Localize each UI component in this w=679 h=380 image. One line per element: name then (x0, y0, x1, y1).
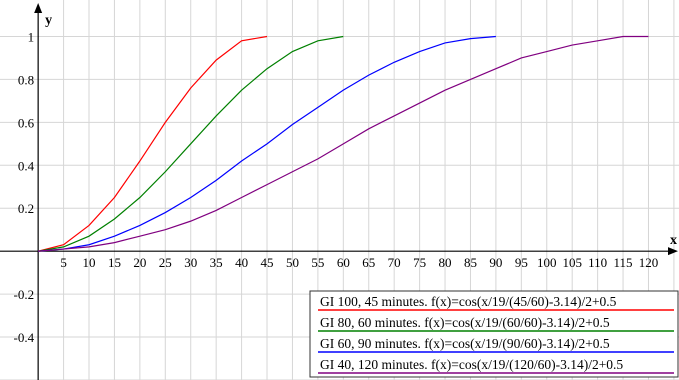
series-line-4 (38, 35, 649, 252)
x-tick-label: 100 (537, 255, 557, 270)
y-tick-label: 0.6 (18, 115, 35, 130)
x-tick-label: 95 (515, 255, 528, 270)
x-tick-label: 90 (489, 255, 502, 270)
x-tick-labels: 5 10 15 20 25 30 35 40 45 50 55 60 65 70 75 80 85 90 95 100… (60, 255, 658, 270)
legend-box (309, 290, 679, 378)
series-line-2 (38, 35, 344, 252)
x-tick-label: 110 (588, 255, 607, 270)
legend-entry-2: GI 80, 60 minutes. f(x)=cos(x/19/(60/60)… (320, 315, 610, 330)
x-tick-label: 30 (184, 255, 197, 270)
x-axis-label: x (670, 233, 677, 248)
x-tick-label: 15 (108, 255, 121, 270)
x-tick-label: 5 (60, 255, 67, 270)
legend-entry-4: GI 40, 120 minutes. f(x)=cos(x/19/(120/6… (320, 357, 623, 372)
x-tick-label: 60 (337, 255, 350, 270)
x-tick-label: 35 (210, 255, 223, 270)
y-tick-label: -0.4 (14, 330, 35, 345)
x-tick-label: 80 (439, 255, 452, 270)
y-axis-label: y (45, 13, 52, 28)
x-tick-label: 25 (159, 255, 172, 270)
x-tick-label: 20 (133, 255, 146, 270)
series-line-1 (38, 35, 268, 252)
legend: GI 100, 45 minutes. f(x)=cos(x/19/(45/60… (309, 290, 679, 378)
x-axis-arrow (668, 247, 678, 256)
axes: x y (0, 3, 678, 380)
y-tick-label: 0.4 (18, 158, 35, 173)
x-tick-label: 50 (286, 255, 299, 270)
x-tick-label: 10 (83, 255, 96, 270)
legend-entry-3: GI 60, 90 minutes. f(x)=cos(x/19/(90/60)… (320, 336, 610, 351)
legend-entry-1: GI 100, 45 minutes. f(x)=cos(x/19/(45/60… (320, 294, 617, 309)
y-tick-labels: -0.4 -0.2 0.2 0.4 0.6 0.8 1 (14, 29, 35, 345)
x-tick-label: 70 (388, 255, 401, 270)
y-tick-label: 1 (28, 29, 35, 44)
x-tick-label: 45 (261, 255, 274, 270)
series-lines (38, 35, 649, 252)
series-line-3 (38, 35, 496, 252)
x-tick-label: 120 (639, 255, 659, 270)
x-tick-label: 115 (614, 255, 633, 270)
y-tick-label: 0.2 (18, 201, 34, 216)
x-tick-label: 40 (235, 255, 248, 270)
x-tick-label: 105 (562, 255, 582, 270)
x-tick-label: 75 (413, 255, 426, 270)
x-tick-label: 85 (464, 255, 477, 270)
x-tick-label: 55 (311, 255, 324, 270)
x-tick-label: 65 (362, 255, 375, 270)
y-tick-label: 0.8 (18, 72, 34, 87)
y-axis-arrow (34, 3, 43, 13)
y-tick-label: -0.2 (14, 287, 35, 302)
